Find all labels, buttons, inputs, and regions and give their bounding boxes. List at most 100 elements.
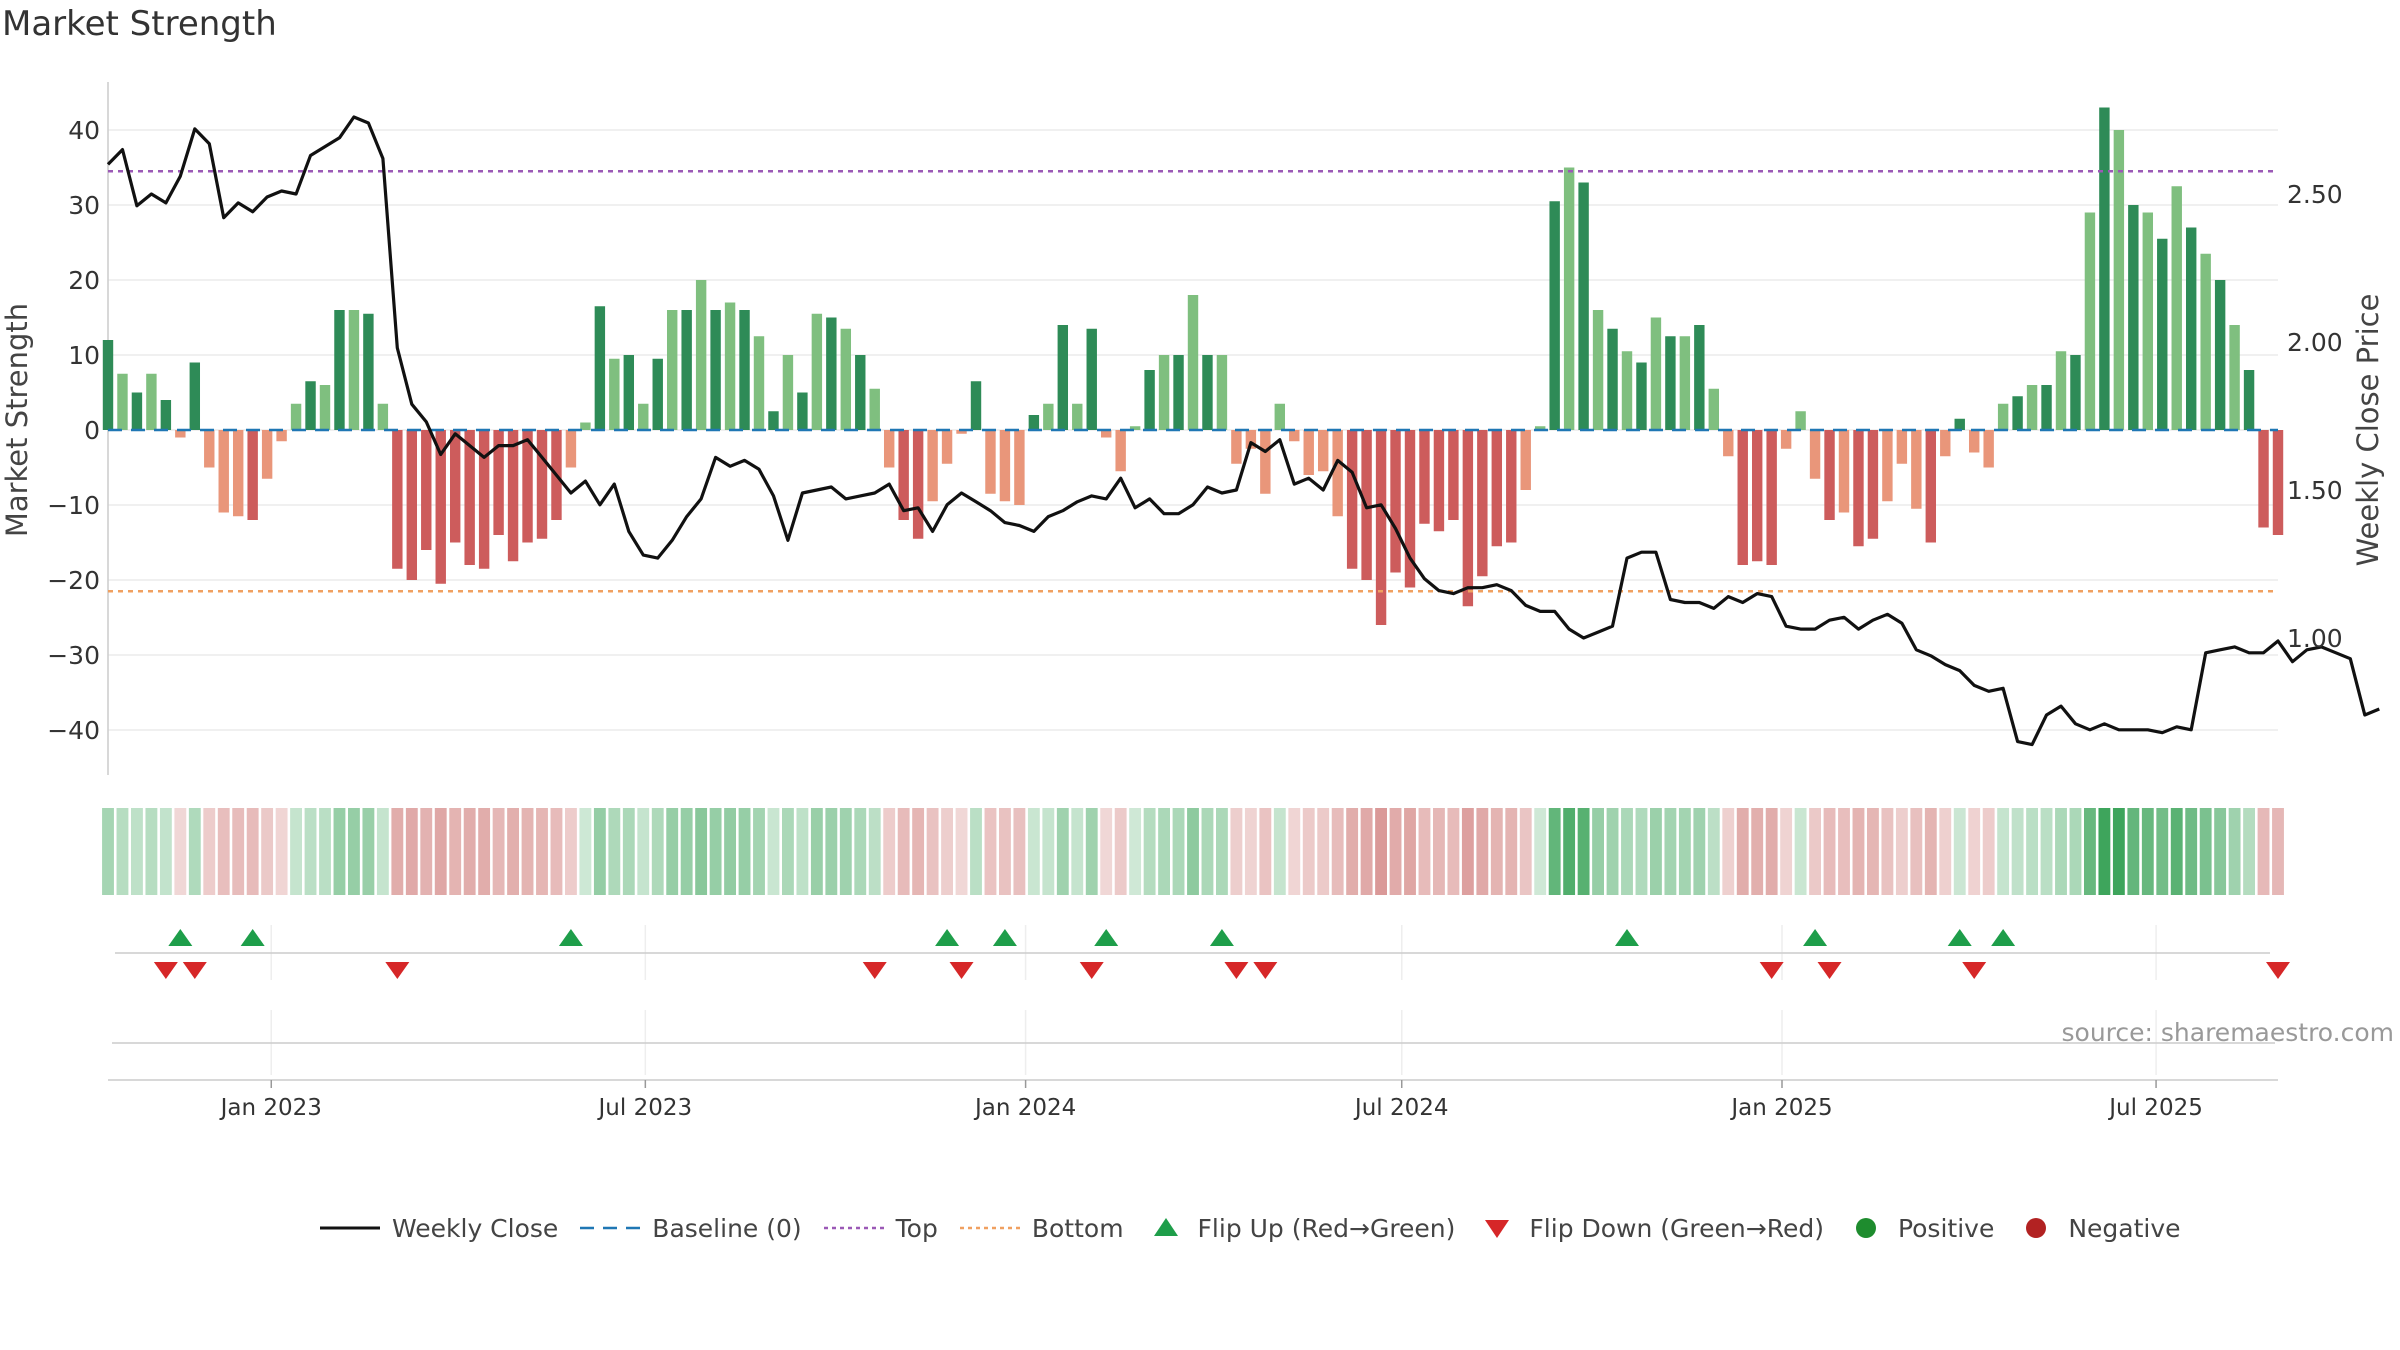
legend-label: Negative bbox=[2068, 1213, 2181, 1243]
heat-cell bbox=[2011, 808, 2024, 895]
strength-bar bbox=[1014, 430, 1025, 505]
heat-cell bbox=[463, 808, 476, 895]
strength-bar bbox=[2026, 385, 2038, 430]
heat-cell bbox=[724, 808, 736, 895]
legend-label: Top bbox=[895, 1213, 938, 1243]
strength-bar bbox=[681, 310, 692, 430]
heat-cell bbox=[449, 808, 462, 895]
triangle-down-icon bbox=[1485, 1220, 1510, 1238]
heat-cell bbox=[1143, 808, 1156, 895]
strength-bar bbox=[2012, 396, 2023, 430]
right-tick-label: 1.50 bbox=[2287, 476, 2343, 505]
strength-bar bbox=[276, 430, 287, 442]
left-tick-label: 0 bbox=[84, 416, 100, 445]
heat-cell bbox=[1418, 808, 1431, 895]
strength-bar bbox=[1650, 317, 1662, 430]
heat-cell bbox=[1953, 808, 1966, 895]
strength-bar bbox=[2055, 351, 2067, 430]
strength-bar bbox=[2185, 227, 2197, 430]
strength-bar bbox=[666, 310, 678, 430]
strength-bar bbox=[261, 430, 273, 479]
flip-up-marker bbox=[1209, 929, 1234, 946]
strength-bar bbox=[1780, 430, 1792, 449]
heat-cell bbox=[1606, 808, 1619, 895]
heat-cell bbox=[1707, 808, 1720, 895]
heat-cell bbox=[2127, 808, 2140, 895]
strength-bar bbox=[855, 355, 866, 430]
heat-cell bbox=[1765, 808, 1778, 895]
heat-cell bbox=[883, 808, 896, 895]
legend: Weekly Close Baseline (0) Top Bottom Fli… bbox=[320, 1208, 2203, 1248]
strength-bar bbox=[1940, 430, 1951, 457]
heat-cell bbox=[1867, 808, 1879, 895]
heat-cell bbox=[348, 808, 360, 895]
heat-cell bbox=[709, 808, 722, 895]
heat-cell bbox=[405, 808, 418, 895]
heat-cell bbox=[145, 808, 158, 895]
strength-bar bbox=[290, 403, 302, 430]
heat-cell bbox=[376, 808, 389, 895]
strength-bar bbox=[1592, 310, 1604, 430]
strength-bar bbox=[797, 392, 808, 430]
flip-down-marker bbox=[1224, 962, 1249, 979]
heat-cell bbox=[1071, 808, 1084, 895]
strength-bar bbox=[1158, 355, 1170, 430]
strength-bar bbox=[1824, 430, 1835, 520]
heat-cell bbox=[2040, 808, 2053, 895]
heat-cell bbox=[2098, 808, 2111, 895]
heat-cell bbox=[1331, 808, 1344, 895]
strength-bar bbox=[1289, 430, 1300, 442]
strength-bar bbox=[1462, 430, 1474, 607]
heat-cell bbox=[1056, 808, 1069, 895]
strength-bar bbox=[1737, 430, 1748, 565]
strength-bar bbox=[117, 373, 128, 430]
strength-bar bbox=[1911, 430, 1922, 509]
heat-cell bbox=[246, 808, 259, 895]
left-tick-label: −30 bbox=[47, 641, 100, 670]
heat-cell bbox=[782, 808, 794, 895]
strength-bar bbox=[247, 430, 258, 520]
strength-bar bbox=[406, 430, 418, 580]
strength-bar bbox=[1882, 430, 1893, 502]
strength-bar bbox=[1607, 328, 1618, 430]
heat-cell bbox=[2214, 808, 2227, 895]
strength-bar bbox=[2157, 238, 2168, 430]
strength-bar bbox=[956, 430, 967, 434]
heat-cell bbox=[1968, 808, 1981, 895]
heat-cell bbox=[2069, 808, 2082, 895]
flip-up-marker bbox=[992, 929, 1017, 946]
legend-item-flip-down: Flip Down (Green→Red) bbox=[1477, 1214, 1824, 1243]
dotted-line-swatch-icon bbox=[959, 1226, 1020, 1230]
flip-up-marker bbox=[240, 929, 265, 946]
heat-cell bbox=[1201, 808, 1214, 895]
heat-cell bbox=[1447, 808, 1460, 895]
strength-bar bbox=[392, 430, 403, 569]
legend-label: Flip Down (Green→Red) bbox=[1529, 1213, 1824, 1243]
legend-item-positive: Positive bbox=[1846, 1214, 1994, 1243]
dotted-line-swatch-icon bbox=[823, 1226, 884, 1230]
reference-lines bbox=[108, 170, 2278, 593]
strength-bar bbox=[1708, 388, 1720, 430]
strength-bar bbox=[565, 430, 577, 468]
heat-cell bbox=[1997, 808, 2010, 895]
strength-bar bbox=[435, 430, 446, 584]
heat-cell bbox=[1461, 808, 1474, 895]
strength-bar bbox=[1563, 167, 1575, 430]
heat-cell bbox=[1519, 808, 1532, 895]
strength-bar bbox=[710, 310, 721, 430]
strength-bar bbox=[1549, 201, 1560, 430]
heat-cell bbox=[2084, 808, 2096, 895]
strength-bar bbox=[1115, 430, 1126, 472]
strength-bar bbox=[2258, 430, 2269, 528]
heat-cell bbox=[2170, 808, 2183, 895]
strength-bar bbox=[898, 430, 909, 520]
strength-bar bbox=[1100, 430, 1112, 438]
axis-ticks: 40 30 20 10 0 −10 −20 −30 −40 2.50 2.00 1.50 1.00 Jan… bbox=[47, 116, 2342, 1121]
heat-cell bbox=[825, 808, 838, 895]
strength-bar bbox=[1997, 403, 2009, 430]
heat-cell bbox=[1736, 808, 1749, 895]
strength-bar bbox=[1448, 430, 1459, 520]
strength-bar bbox=[2200, 253, 2211, 430]
heat-cell bbox=[680, 808, 693, 895]
heat-cell bbox=[1621, 808, 1633, 895]
